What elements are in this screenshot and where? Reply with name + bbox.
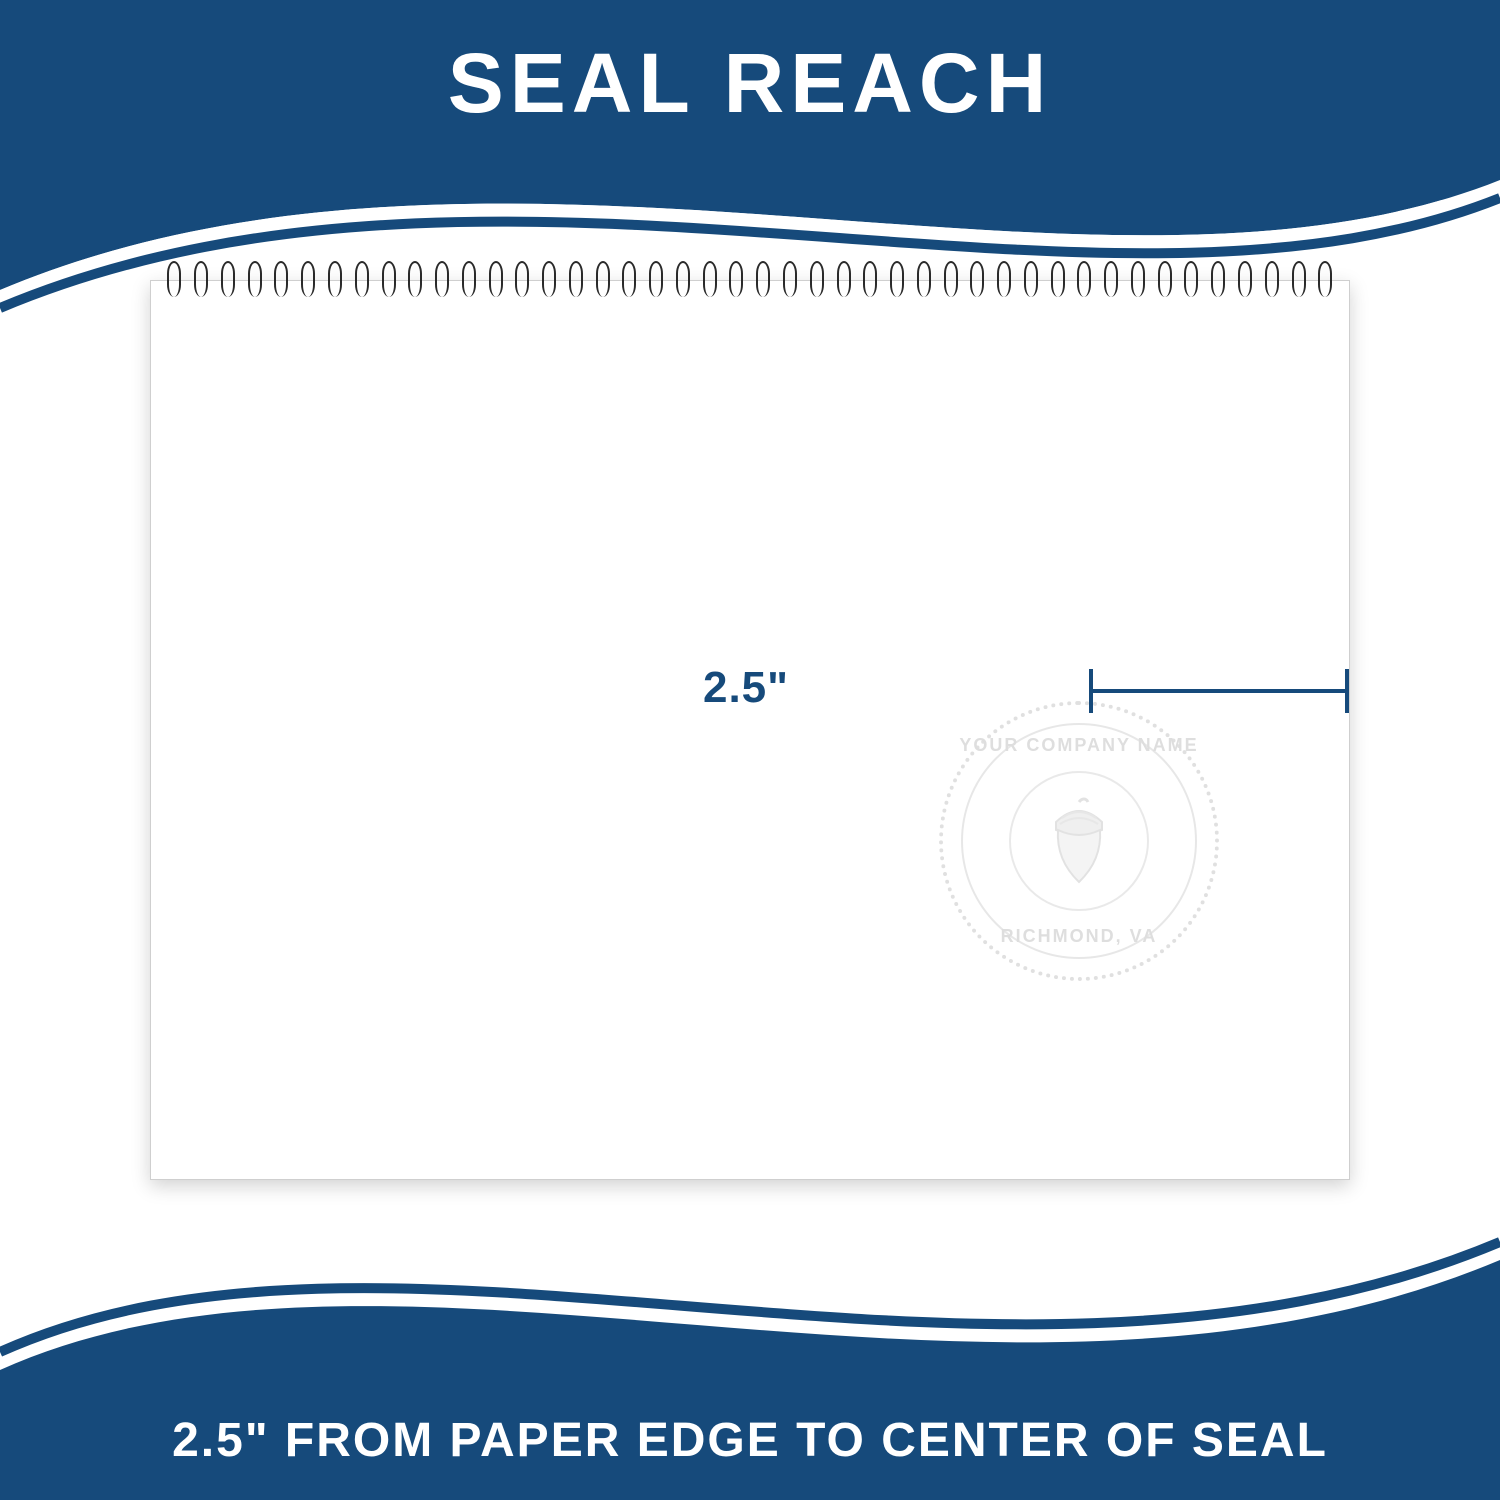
measure-line	[1089, 689, 1349, 693]
seal-center	[1009, 771, 1149, 911]
spiral-binding	[161, 261, 1339, 301]
notepad: 2.5" YOUR COMPANY NAME RICHMOND, VA	[150, 280, 1350, 1180]
embossed-seal: YOUR COMPANY NAME RICHMOND, VA	[939, 701, 1219, 981]
footer-band: 2.5" FROM PAPER EDGE TO CENTER OF SEAL	[0, 1380, 1500, 1500]
measurement-label: 2.5"	[703, 663, 789, 713]
measure-cap-right	[1345, 669, 1349, 713]
seal-text-bottom: RICHMOND, VA	[939, 926, 1219, 947]
footer-text: 2.5" FROM PAPER EDGE TO CENTER OF SEAL	[172, 1413, 1328, 1468]
acorn-icon	[1044, 796, 1114, 886]
page-title: SEAL REACH	[0, 35, 1500, 132]
seal-text-top: YOUR COMPANY NAME	[939, 735, 1219, 756]
